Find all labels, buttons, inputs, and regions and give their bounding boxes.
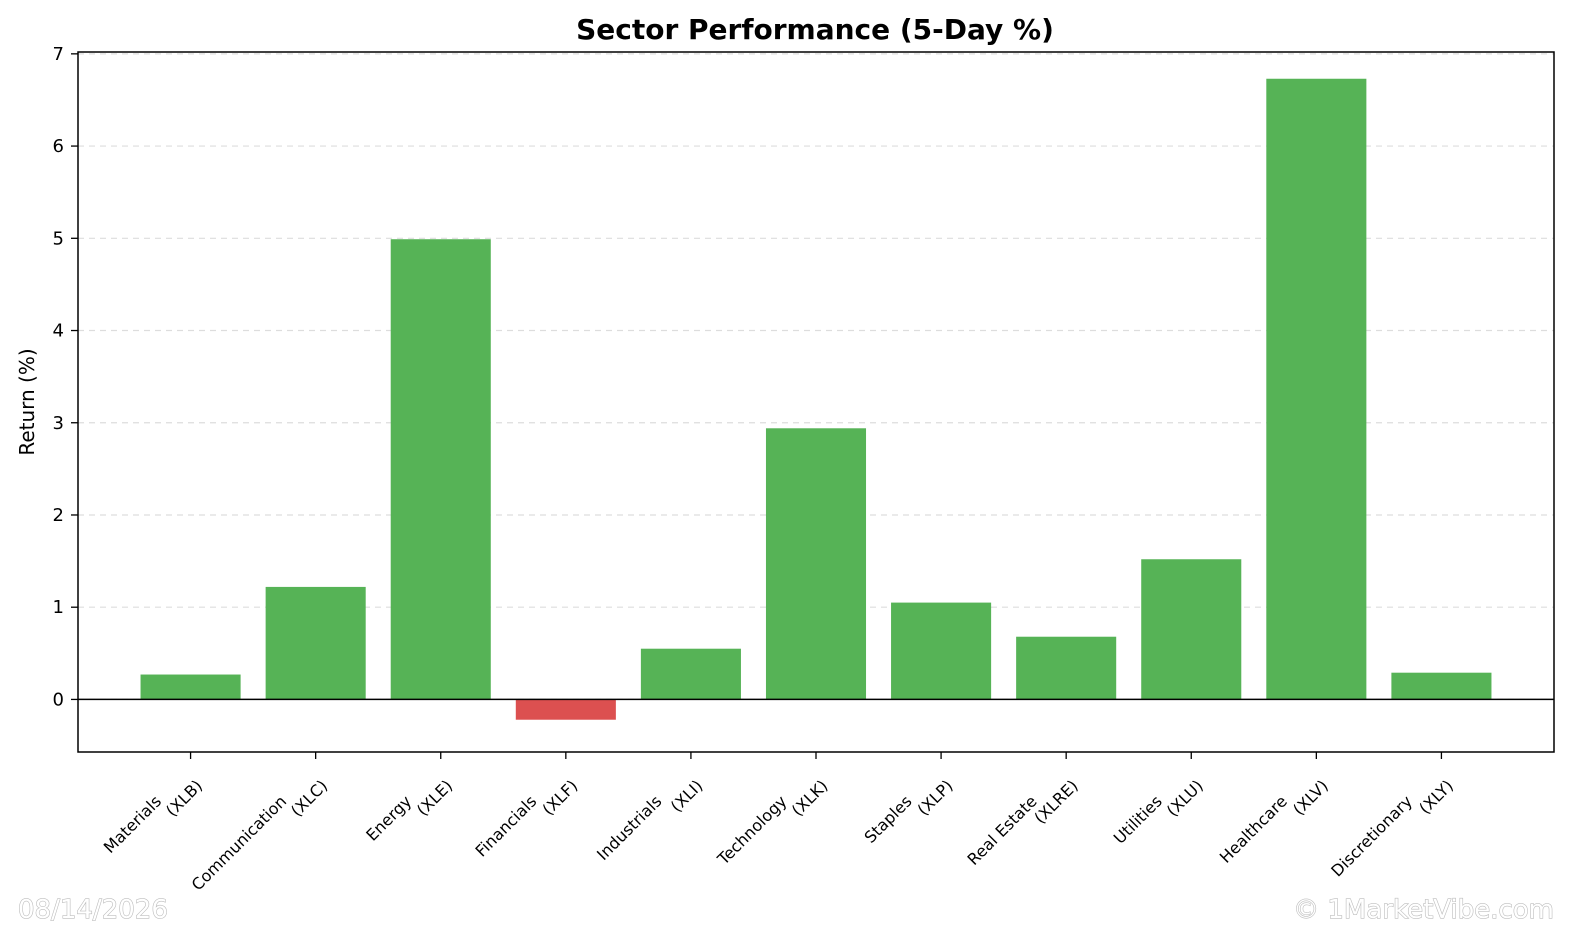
bar	[140, 674, 241, 700]
x-tick-label-line: (XLRE)	[1030, 776, 1081, 827]
footer-copyright: © 1MarketVibe.com	[1293, 895, 1554, 925]
x-tick-label: Utilities(XLU)	[1110, 763, 1207, 860]
bar	[1266, 78, 1367, 700]
bar	[515, 699, 616, 720]
bar	[640, 648, 741, 700]
x-tick-label: Materials(XLB)	[100, 763, 206, 869]
y-tick-label: 1	[53, 597, 64, 618]
bar	[765, 428, 867, 700]
chart-title: Sector Performance (5-Day %)	[576, 13, 1054, 46]
x-tick-label-line: (XLC)	[287, 776, 331, 820]
x-tick-label-line: Staples	[860, 792, 915, 847]
x-tick-label-line: (XLE)	[413, 776, 456, 819]
y-tick-label: 0	[53, 689, 64, 710]
bar	[1141, 559, 1242, 700]
x-tick-label-line: (XLK)	[788, 776, 832, 820]
x-tick-label-line: Industrials	[593, 792, 665, 864]
y-tick-label: 4	[53, 321, 64, 342]
y-axis-ticks: 0 1 2 3 4 5 6 7	[53, 44, 78, 710]
x-tick-label: Discretionary(XLY)	[1327, 763, 1457, 893]
y-tick-label: 7	[53, 44, 64, 65]
x-tick-label-line: (XLP)	[913, 776, 956, 819]
bar	[891, 602, 992, 700]
x-tick-label: Industrials(XLI)	[593, 763, 706, 876]
x-tick-label-line: Communication	[188, 792, 291, 895]
x-tick-label: Financials(XLF)	[471, 763, 581, 873]
x-tick-label: Healthcare(XLV)	[1216, 763, 1332, 879]
y-axis-label: Return (%)	[15, 348, 39, 455]
x-tick-label: Communication(XLC)	[188, 763, 332, 907]
x-tick-label-line: Energy	[362, 792, 415, 845]
bar	[390, 239, 491, 700]
y-tick-label: 2	[53, 505, 64, 526]
bar	[1391, 672, 1492, 700]
x-tick-label-line: (XLY)	[1415, 776, 1457, 818]
bar	[265, 586, 366, 700]
x-tick-label: Technology(XLK)	[713, 763, 832, 882]
x-tick-label-line: Technology	[713, 792, 791, 870]
x-tick-label-line: Real Estate	[963, 792, 1040, 869]
y-tick-label: 5	[53, 228, 64, 249]
bars	[140, 78, 1492, 720]
x-tick-label: Staples(XLP)	[860, 763, 956, 859]
x-tick-label-line: Materials	[100, 792, 165, 857]
x-tick-label-line: Utilities	[1110, 792, 1166, 848]
x-tick-label-line: Financials	[471, 792, 540, 861]
x-tick-label-line: (XLU)	[1163, 776, 1207, 820]
bar	[1016, 636, 1117, 700]
x-tick-label: Real Estate(XLRE)	[963, 763, 1081, 881]
y-tick-label: 3	[53, 413, 64, 434]
x-tick-label-line: (XLV)	[1289, 776, 1332, 819]
x-axis-ticks: Materials(XLB)Communication(XLC) Energy(X…	[100, 752, 1457, 907]
x-tick-label-line: (XLB)	[162, 776, 206, 820]
x-tick-label: Energy(XLE)	[362, 763, 456, 857]
y-tick-label: 6	[53, 136, 64, 157]
x-tick-label-line: Discretionary	[1327, 792, 1416, 881]
footer-date: 08/14/2026	[18, 895, 168, 925]
x-tick-label-line: (XLI)	[667, 776, 707, 816]
x-tick-label-line: (XLF)	[539, 776, 582, 819]
x-tick-label-line: Healthcare	[1216, 792, 1291, 867]
